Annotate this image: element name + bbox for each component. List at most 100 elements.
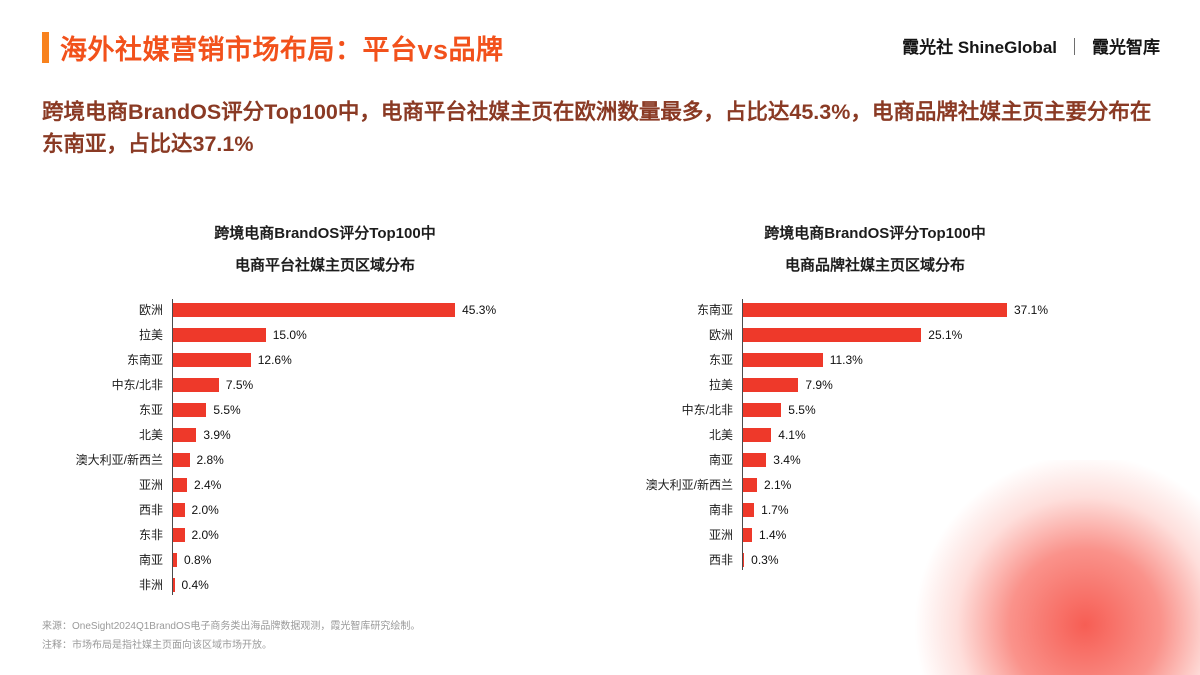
bar (172, 552, 177, 567)
footnotes: 来源：OneSight2024Q1BrandOS电子商务类出海品牌数据观测，霞光… (42, 617, 420, 655)
brand-logo-left: 霞光社 ShineGlobal (902, 38, 1057, 57)
bar (742, 427, 772, 442)
bar-value-label: 2.1% (764, 477, 792, 492)
bar-category-label: 澳大利亚/新西兰 (75, 453, 163, 467)
bar (172, 377, 219, 392)
header: 海外社媒营销市场布局：平台vs品牌 霞光社 ShineGlobal ｜ 霞光智库 (42, 28, 1160, 67)
bar-category-label: 北美 (708, 428, 733, 442)
bar-category-label: 南非 (708, 503, 733, 517)
bar (172, 452, 190, 467)
source-note: 来源：OneSight2024Q1BrandOS电子商务类出海品牌数据观测，霞光… (42, 621, 421, 632)
bar (172, 427, 197, 442)
bar-category-label: 南亚 (138, 553, 163, 567)
bar (742, 352, 823, 367)
bar (172, 577, 175, 592)
bar (172, 402, 207, 417)
bar-value-label: 2.4% (194, 477, 222, 492)
bar-row: 澳大利亚/新西兰 2.1% (600, 472, 1150, 497)
bar-row: 东亚 5.5% (50, 397, 600, 422)
bar-value-label: 2.0% (191, 527, 219, 542)
bar-value-label: 45.3% (462, 302, 497, 317)
bar (742, 477, 757, 492)
chart-brand-distribution: 跨境电商BrandOS评分Top100中 电商品牌社媒主页区域分布 东南亚 37.… (600, 218, 1150, 597)
bar-value-label: 15.0% (272, 327, 307, 342)
bar-value-label: 2.8% (196, 452, 224, 467)
bar-category-label: 东亚 (138, 403, 163, 417)
charts-area: 跨境电商BrandOS评分Top100中 电商平台社媒主页区域分布 欧洲 45.3… (50, 218, 1150, 597)
bar-category-label: 欧洲 (708, 328, 733, 342)
bar-value-label: 3.4% (773, 452, 801, 467)
bar-value-label: 4.1% (778, 427, 806, 442)
annotation-note: 注释：市场布局是指社媒主页面向该区域市场开放。 (42, 640, 272, 651)
bar (172, 502, 185, 517)
bar-category-label: 西非 (138, 503, 163, 517)
chart-platform-distribution: 跨境电商BrandOS评分Top100中 电商平台社媒主页区域分布 欧洲 45.3… (50, 218, 600, 597)
bar-row: 南亚 0.8% (50, 547, 600, 572)
bar (172, 352, 251, 367)
chart-brand-title-line1: 跨境电商BrandOS评分Top100中 (764, 225, 986, 242)
bar-value-label: 1.7% (761, 502, 789, 517)
bar-row: 东非 2.0% (50, 522, 600, 547)
bar-value-label: 3.9% (203, 427, 231, 442)
bar-value-label: 5.5% (788, 402, 816, 417)
chart-brand-title-line2: 电商品牌社媒主页区域分布 (784, 256, 965, 274)
bar (172, 477, 187, 492)
bar-row: 北美 4.1% (600, 422, 1150, 447)
bar (742, 502, 755, 517)
bar-category-label: 东南亚 (126, 353, 163, 367)
bar-row: 东南亚 37.1% (600, 297, 1150, 322)
bar-category-label: 非洲 (138, 578, 163, 592)
bar-row: 欧洲 25.1% (600, 322, 1150, 347)
bar-row: 北美 3.9% (50, 422, 600, 447)
bar-value-label: 12.6% (257, 352, 292, 367)
bar (172, 527, 185, 542)
bar-row: 中东/北非 7.5% (50, 372, 600, 397)
chart-platform-title: 跨境电商BrandOS评分Top100中 电商平台社媒主页区域分布 (50, 218, 600, 281)
chart-platform-bars: 欧洲 45.3% 拉美 15.0% 东南亚 12.6% 中东/北非 7.5% 东亚 5.5% 北美 3… (50, 297, 600, 597)
bar (742, 527, 752, 542)
bar-row: 中东/北非 5.5% (600, 397, 1150, 422)
chart-platform-title-line2: 电商平台社媒主页区域分布 (234, 256, 415, 274)
chart-platform-title-line1: 跨境电商BrandOS评分Top100中 (214, 225, 436, 242)
bar-value-label: 0.3% (751, 552, 779, 567)
bar-category-label: 西非 (708, 553, 733, 567)
bar-row: 拉美 15.0% (50, 322, 600, 347)
bar (742, 377, 799, 392)
bar-category-label: 东南亚 (696, 303, 733, 317)
bar-category-label: 中东/北非 (111, 378, 163, 392)
chart-brand-bars: 东南亚 37.1% 欧洲 25.1% 东亚 11.3% 拉美 7.9% 中东/北非 5.5% 北美 4… (600, 297, 1150, 572)
bar-value-label: 7.5% (225, 377, 254, 392)
bar-row: 欧洲 45.3% (50, 297, 600, 322)
bar-row: 亚洲 1.4% (600, 522, 1150, 547)
bar-category-label: 南亚 (708, 453, 733, 467)
bar-category-label: 东非 (138, 528, 163, 542)
bar (742, 327, 922, 342)
bar-row: 西非 2.0% (50, 497, 600, 522)
bar-category-label: 亚洲 (708, 528, 733, 542)
bar-row: 东亚 11.3% (600, 347, 1150, 372)
bar-row: 西非 0.3% (600, 547, 1150, 572)
title-accent-bar (42, 32, 49, 63)
bar-value-label: 5.5% (213, 402, 241, 417)
title-wrap: 海外社媒营销市场布局：平台vs品牌 (42, 28, 504, 67)
bar-category-label: 拉美 (708, 378, 733, 392)
key-finding-text: 跨境电商BrandOS评分Top100中，电商平台社媒主页在欧洲数量最多，占比达… (42, 100, 1152, 157)
bar-row: 南亚 3.4% (600, 447, 1150, 472)
bar-category-label: 北美 (138, 428, 163, 442)
chart-brand-title: 跨境电商BrandOS评分Top100中 电商品牌社媒主页区域分布 (600, 218, 1150, 281)
bar-row: 拉美 7.9% (600, 372, 1150, 397)
logo-divider: ｜ (1066, 38, 1083, 57)
bar-value-label: 25.1% (928, 327, 963, 342)
brand-logo-right: 霞光智库 (1092, 38, 1160, 57)
bar-category-label: 东亚 (708, 353, 733, 367)
bar (742, 302, 1007, 317)
bar-value-label: 2.0% (191, 502, 219, 517)
bar-value-label: 0.4% (181, 577, 209, 592)
bar-category-label: 拉美 (138, 328, 163, 342)
bar-category-label: 中东/北非 (681, 403, 733, 417)
bar-row: 非洲 0.4% (50, 572, 600, 597)
bar (742, 402, 782, 417)
bar-category-label: 澳大利亚/新西兰 (645, 478, 733, 492)
bar (172, 327, 266, 342)
